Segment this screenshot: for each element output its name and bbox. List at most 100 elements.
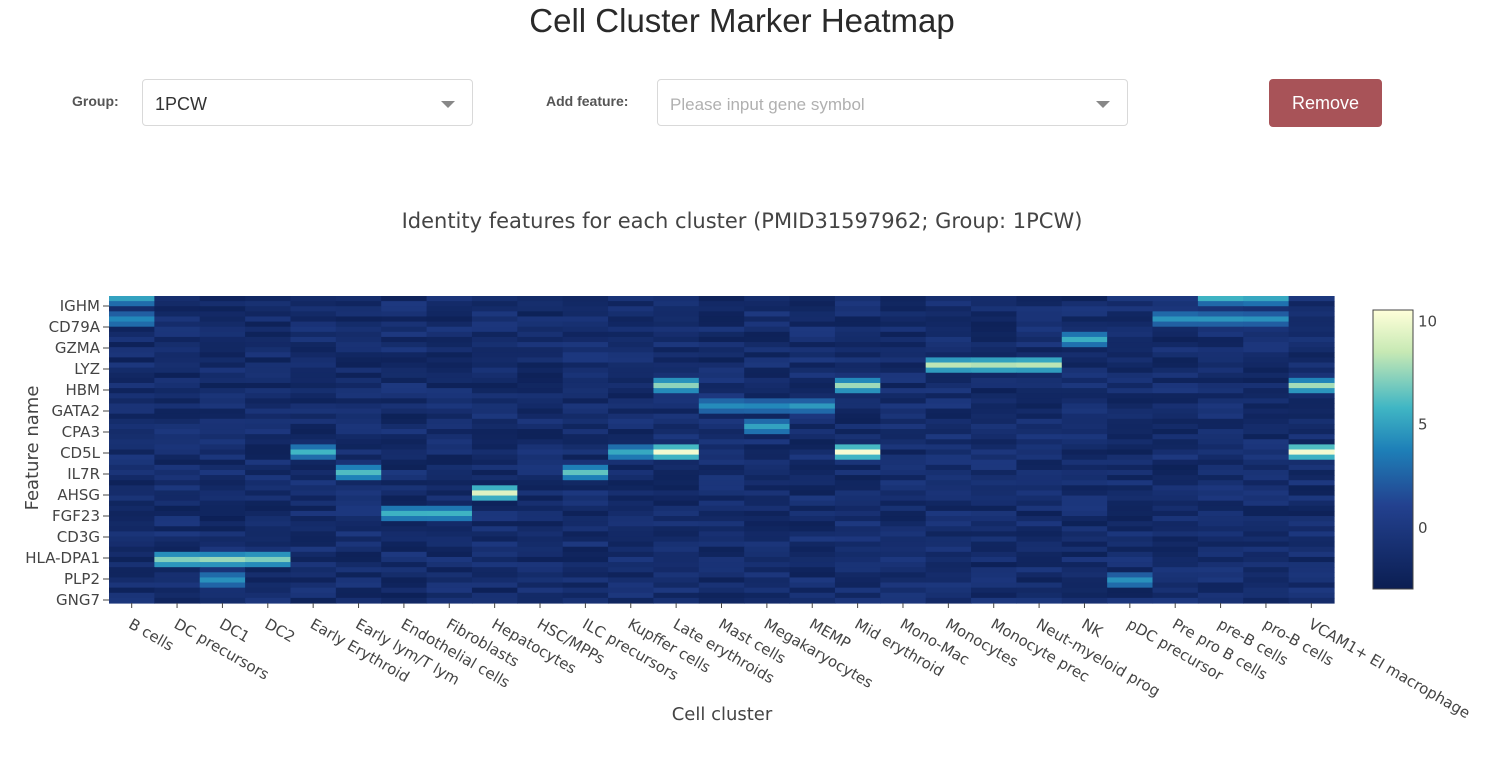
heatmap-cell — [608, 480, 655, 486]
heatmap-cell — [971, 398, 1018, 405]
heatmap-cell — [562, 500, 609, 507]
heatmap-cell — [744, 449, 791, 456]
heatmap-cell — [698, 357, 745, 364]
heatmap-cell — [245, 429, 292, 435]
heatmap-cell — [1016, 444, 1063, 451]
heatmap-cell — [562, 413, 609, 420]
heatmap-cell — [1152, 388, 1199, 394]
heatmap-cell — [1197, 526, 1244, 532]
heatmap-cell — [1107, 296, 1154, 302]
heatmap-cell — [290, 587, 337, 594]
heatmap-cell — [1061, 326, 1108, 333]
heatmap-cell — [744, 454, 791, 461]
heatmap-cell — [471, 469, 518, 476]
heatmap-cell — [1152, 521, 1199, 527]
heatmap-cell — [109, 521, 155, 527]
heatmap-cell — [971, 388, 1018, 394]
heatmap-cell — [834, 459, 881, 466]
heatmap-cell — [562, 306, 609, 312]
heatmap-cell — [154, 434, 201, 440]
heatmap-cell — [698, 567, 745, 573]
heatmap-cell — [971, 459, 1018, 466]
heatmap-cell — [653, 526, 700, 532]
heatmap-cell — [562, 546, 609, 553]
heatmap-cell — [1016, 567, 1063, 573]
heatmap-cell — [1288, 536, 1335, 543]
heatmap-cell — [1243, 556, 1290, 563]
heatmap-cell — [1061, 449, 1108, 456]
heatmap-cell — [744, 347, 791, 353]
heatmap-cell — [154, 556, 201, 563]
heatmap-cell — [744, 311, 791, 318]
heatmap-cell — [517, 572, 564, 579]
heatmap-cell — [471, 562, 518, 568]
heatmap-cell — [925, 393, 972, 399]
heatmap-cell — [245, 393, 292, 399]
heatmap-cell — [154, 388, 201, 394]
heatmap-cell — [109, 347, 155, 353]
heatmap-cell — [1107, 480, 1154, 486]
heatmap-cell — [290, 454, 337, 461]
heatmap-cell — [744, 367, 791, 374]
heatmap-cell — [1197, 449, 1244, 456]
feature-select[interactable]: Please input gene symbol — [657, 79, 1128, 126]
heatmap-cell — [381, 480, 428, 486]
heatmap-cell — [154, 418, 201, 425]
heatmap-cell — [335, 577, 382, 584]
heatmap-cell — [834, 592, 881, 599]
heatmap-cell — [199, 505, 246, 512]
heatmap-cell — [381, 490, 428, 497]
heatmap-cell — [199, 388, 246, 394]
heatmap-cell — [971, 372, 1018, 379]
heatmap-cell — [335, 444, 382, 451]
heatmap-cell — [789, 562, 836, 568]
heatmap-cell — [608, 306, 655, 312]
heatmap-cell — [517, 480, 564, 486]
heatmap-cell — [517, 352, 564, 358]
heatmap-cell — [290, 551, 337, 558]
heatmap-cell — [834, 531, 881, 538]
heatmap-cell — [880, 556, 927, 563]
heatmap-cell — [1061, 495, 1108, 502]
heatmap-cell — [925, 587, 972, 594]
heatmap-cell — [834, 510, 881, 517]
heatmap-cell — [109, 306, 155, 312]
heatmap-cell — [789, 393, 836, 399]
heatmap-cell — [471, 526, 518, 532]
heatmap-cell — [290, 531, 337, 538]
heatmap-cell — [245, 459, 292, 466]
heatmap-cell — [471, 326, 518, 333]
heatmap-cell — [653, 413, 700, 420]
heatmap-cell — [517, 388, 564, 394]
heatmap-cell — [653, 311, 700, 318]
heatmap-cell — [562, 398, 609, 405]
heatmap-cell — [245, 495, 292, 502]
heatmap-cell — [199, 296, 246, 302]
heatmap-cell — [426, 413, 473, 420]
heatmap-cell — [1016, 531, 1063, 538]
heatmap-cell — [653, 531, 700, 538]
y-tick-label: GZMA — [55, 339, 101, 357]
remove-button[interactable]: Remove — [1269, 79, 1382, 127]
heatmap-cell — [1197, 418, 1244, 425]
heatmap-cell — [1152, 551, 1199, 558]
heatmap-cell — [653, 439, 700, 445]
heatmap-cell — [426, 521, 473, 527]
heatmap-cell — [744, 439, 791, 445]
heatmap-cell — [290, 413, 337, 420]
heatmap-cell — [335, 582, 382, 589]
heatmap-cell — [1061, 352, 1108, 358]
heatmap-cell — [199, 592, 246, 599]
heatmap-cell — [381, 475, 428, 481]
heatmap-cell — [653, 367, 700, 374]
heatmap-cell — [1197, 403, 1244, 410]
heatmap-cell — [1061, 347, 1108, 353]
heatmap-cell — [1061, 505, 1108, 512]
heatmap-cell — [834, 311, 881, 318]
feature-label: Add feature: — [546, 93, 629, 109]
heatmap-cell — [109, 531, 155, 538]
group-select[interactable]: 1PCW — [142, 79, 473, 126]
heatmap-cell — [608, 316, 655, 323]
heatmap-cell — [834, 382, 881, 389]
